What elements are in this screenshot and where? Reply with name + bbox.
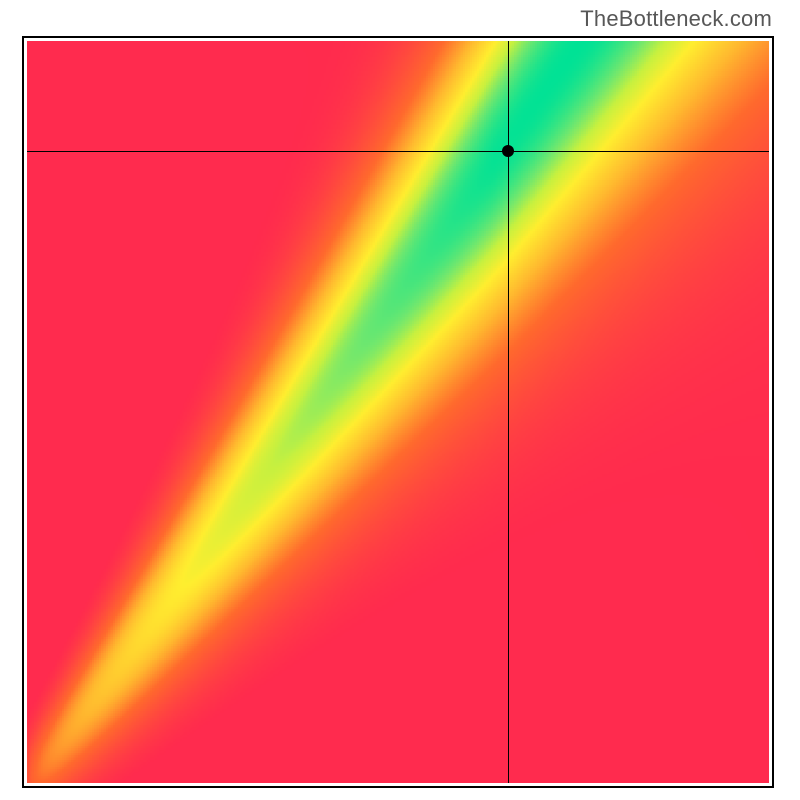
heatmap-canvas (27, 41, 769, 783)
plot-area (27, 41, 769, 783)
watermark-text: TheBottleneck.com (580, 6, 772, 32)
plot-frame (22, 36, 774, 788)
crosshair-horizontal (27, 151, 769, 152)
crosshair-marker-dot (502, 145, 514, 157)
